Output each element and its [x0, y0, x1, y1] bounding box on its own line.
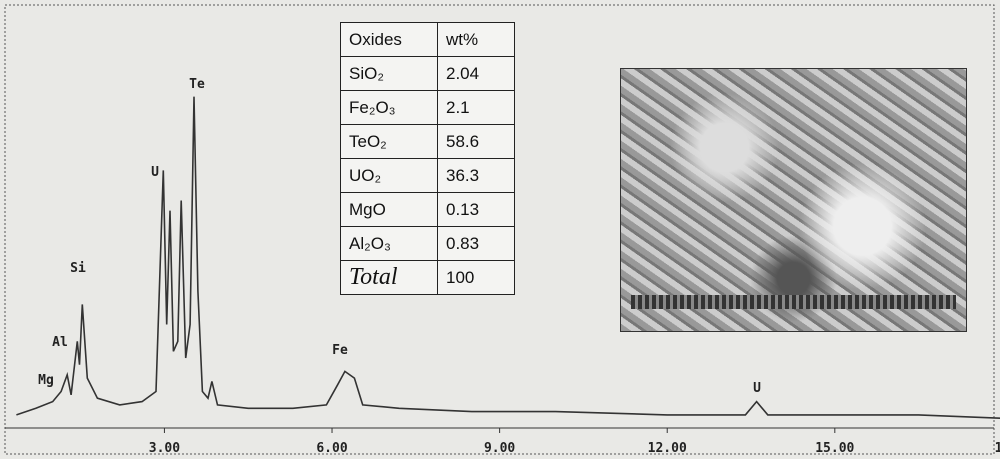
x-tick-label: 18 [995, 441, 1000, 456]
page: 3.00 6.00 9.00 12.00 15.00 18 Te U Si Al Mg Fe U Oxi… [0, 0, 1000, 459]
table-cell: UO₂ [341, 159, 438, 193]
peak-label: Te [189, 77, 205, 92]
peak-label: U [753, 381, 761, 396]
table-cell: 2.04 [438, 57, 515, 91]
table-cell: Fe₂O₃ [341, 91, 438, 125]
x-tick-label: 9.00 [484, 441, 515, 456]
table-cell: 100 [438, 261, 515, 295]
peak-label: Fe [332, 343, 348, 358]
table-cell: 0.13 [438, 193, 515, 227]
table-cell: Al₂O₃ [341, 227, 438, 261]
x-tick-label: 12.00 [648, 441, 687, 456]
table-cell: 36.3 [438, 159, 515, 193]
table-cell: Oxides [341, 23, 438, 57]
peak-label: U [151, 165, 159, 180]
x-tick-label: 3.00 [149, 441, 180, 456]
x-tick-label: 15.00 [815, 441, 854, 456]
table-cell: MgO [341, 193, 438, 227]
table-cell: 2.1 [438, 91, 515, 125]
table-cell: TeO₂ [341, 125, 438, 159]
table-cell: Total [341, 261, 438, 295]
scale-bar [631, 295, 956, 309]
table-cell: wt% [438, 23, 515, 57]
peak-label: Mg [38, 373, 54, 388]
table-cell: 0.83 [438, 227, 515, 261]
peak-label: Si [70, 261, 86, 276]
peak-label: Al [52, 335, 68, 350]
table-cell: SiO₂ [341, 57, 438, 91]
sem-image [620, 68, 967, 332]
x-tick-label: 6.00 [316, 441, 347, 456]
table-cell: 58.6 [438, 125, 515, 159]
